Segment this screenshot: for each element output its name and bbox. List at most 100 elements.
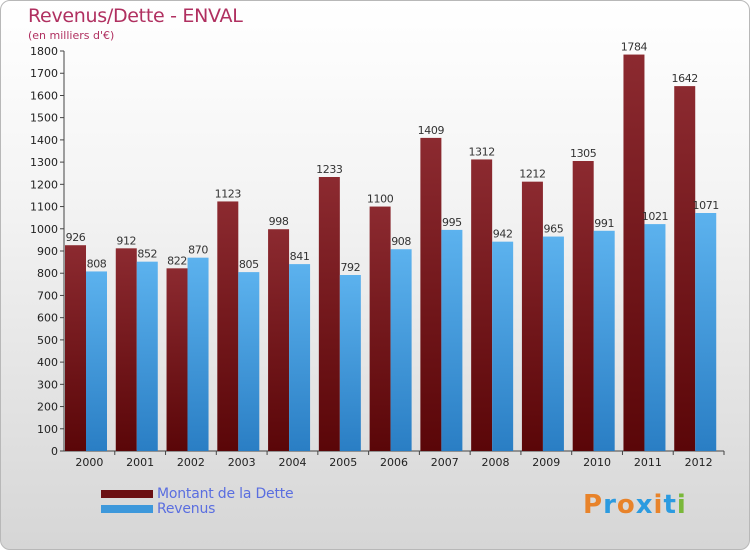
data-label-dette: 926 <box>66 231 86 244</box>
y-tick-label: 900 <box>37 245 58 258</box>
y-tick-label: 1600 <box>30 89 58 102</box>
y-tick-label: 100 <box>37 423 58 436</box>
bar-revenus <box>441 229 463 451</box>
data-label-dette: 822 <box>167 254 187 267</box>
legend-swatch-revenus <box>101 504 153 513</box>
bar-revenus <box>339 275 361 451</box>
x-tick-label: 2003 <box>228 456 256 469</box>
y-tick-label: 1800 <box>30 45 58 58</box>
y-tick-label: 300 <box>37 378 58 391</box>
bar-revenus <box>542 236 564 451</box>
logo-letter: P <box>583 490 604 520</box>
x-tick-label: 2005 <box>329 456 357 469</box>
bar-revenus <box>593 230 615 451</box>
legend: Montant de la Dette Revenus <box>101 485 294 517</box>
y-tick-label: 1400 <box>30 134 58 147</box>
y-tick-label: 1700 <box>30 67 58 80</box>
y-tick-label: 1300 <box>30 156 58 169</box>
logo-letter: r <box>603 490 617 520</box>
bar-dette <box>521 181 543 451</box>
x-tick-label: 2012 <box>685 456 713 469</box>
bar-dette <box>217 201 239 451</box>
y-tick-label: 700 <box>37 289 58 302</box>
bar-revenus <box>238 272 260 451</box>
data-label-revenus: 995 <box>442 216 462 229</box>
logo-letter: o <box>616 490 636 520</box>
y-tick-label: 0 <box>51 445 58 458</box>
y-tick-label: 1000 <box>30 223 58 236</box>
data-label-revenus: 852 <box>137 248 157 261</box>
data-label-revenus: 908 <box>391 235 411 248</box>
logo-letter: t <box>663 490 677 520</box>
data-label-dette: 1409 <box>418 124 445 137</box>
y-tick-label: 1200 <box>30 178 58 191</box>
bar-revenus <box>136 261 158 451</box>
y-tick-label: 600 <box>37 312 58 325</box>
bar-dette <box>369 206 391 451</box>
y-tick-label: 200 <box>37 401 58 414</box>
bar-revenus <box>187 257 209 451</box>
bar-revenus <box>86 271 107 451</box>
legend-item-revenus: Revenus <box>101 500 293 517</box>
chart-title: Revenus/Dette - ENVAL <box>28 5 243 27</box>
data-label-dette: 1642 <box>672 72 698 85</box>
bar-dette <box>268 229 290 451</box>
data-label-dette: 1123 <box>215 187 242 200</box>
x-tick-label: 2001 <box>126 456 154 469</box>
bar-dette <box>674 86 696 451</box>
data-label-revenus: 991 <box>594 217 614 230</box>
bar-dette <box>166 268 188 451</box>
y-tick-label: 400 <box>37 356 58 369</box>
bar-dette <box>572 161 594 451</box>
data-label-revenus: 870 <box>188 244 208 257</box>
bar-revenus <box>390 249 412 451</box>
x-tick-label: 2009 <box>532 456 560 469</box>
legend-label-dette: Montant de la Dette <box>157 485 294 502</box>
bar-dette <box>115 248 137 451</box>
bars <box>65 54 717 452</box>
chart-subtitle: (en milliers d'€) <box>28 29 115 42</box>
data-label-revenus: 805 <box>239 258 259 271</box>
x-tick-label: 2008 <box>482 456 510 469</box>
y-tick-label: 1100 <box>30 201 58 214</box>
x-tick-label: 2002 <box>177 456 205 469</box>
data-label-dette: 1100 <box>367 193 394 206</box>
data-label-revenus: 792 <box>340 261 360 274</box>
x-tick-label: 2010 <box>583 456 611 469</box>
data-label-revenus: 942 <box>493 228 513 241</box>
x-tick-label: 2006 <box>380 456 408 469</box>
data-label-dette: 998 <box>269 215 289 228</box>
bar-revenus <box>695 213 717 451</box>
y-tick-label: 500 <box>37 334 58 347</box>
data-label-revenus: 1071 <box>693 199 719 212</box>
y-tick-label: 800 <box>37 267 58 280</box>
bar-dette <box>65 245 86 451</box>
bar-dette <box>420 137 442 451</box>
x-tick-label: 2004 <box>278 456 306 469</box>
legend-label-revenus: Revenus <box>157 500 216 517</box>
legend-swatch-dette <box>101 489 153 498</box>
data-label-dette: 912 <box>116 234 136 247</box>
x-tick-label: 2000 <box>75 456 103 469</box>
legend-item-dette: Montant de la Dette <box>101 485 294 502</box>
data-label-dette: 1212 <box>519 168 545 181</box>
bar-dette <box>471 159 493 451</box>
proxiti-logo: Proxiti <box>583 490 687 520</box>
bar-dette <box>623 54 645 452</box>
data-label-dette: 1233 <box>316 163 343 176</box>
data-label-revenus: 841 <box>290 250 310 263</box>
bar-revenus <box>289 264 311 451</box>
bar-dette <box>318 177 340 451</box>
data-label-revenus: 808 <box>87 257 107 270</box>
data-label-dette: 1784 <box>621 41 648 54</box>
data-label-revenus: 965 <box>544 223 564 236</box>
data-label-dette: 1305 <box>570 147 597 160</box>
logo-letter: i <box>653 490 664 520</box>
bar-revenus <box>644 224 666 451</box>
y-tick-label: 1500 <box>30 112 58 125</box>
x-tick-label: 2011 <box>634 456 662 469</box>
data-label-dette: 1312 <box>468 145 494 158</box>
